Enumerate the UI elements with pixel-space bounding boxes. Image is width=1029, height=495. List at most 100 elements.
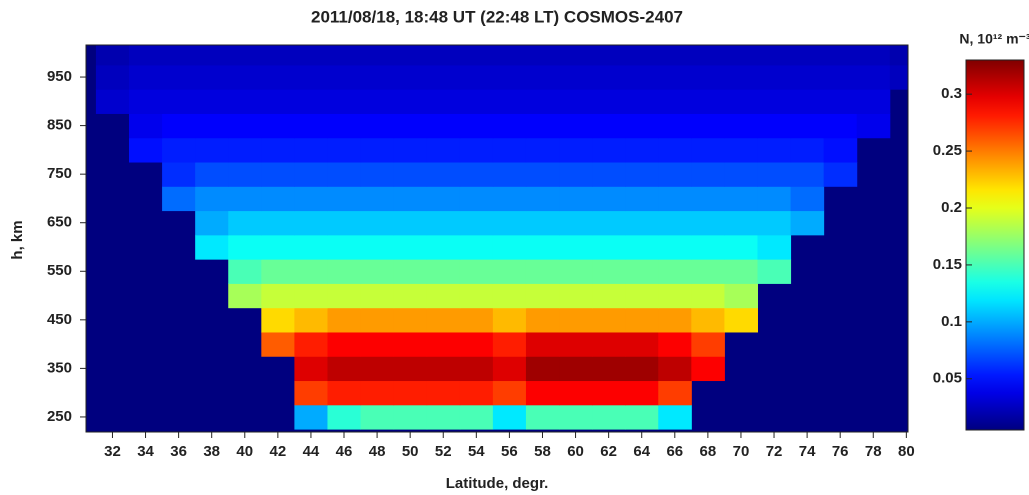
heat-cell: [658, 162, 692, 187]
heat-cell: [691, 210, 725, 236]
heat-cell: [757, 186, 792, 212]
heat-cell: [195, 64, 229, 90]
heat-cell: [327, 234, 362, 260]
heat-cell: [459, 64, 494, 90]
heat-cell: [360, 380, 395, 406]
heat-cell: [360, 45, 395, 66]
heat-cell: [525, 404, 560, 430]
heat-cell: [823, 45, 858, 66]
heat-cell: [294, 137, 328, 163]
heat-cell: [559, 64, 593, 90]
x-tick-label: 36: [170, 443, 187, 460]
heat-cell: [856, 45, 891, 66]
heat-cell: [559, 186, 593, 212]
heat-cell: [294, 234, 328, 260]
x-tick-label: 54: [468, 443, 485, 460]
heat-cell: [790, 162, 825, 187]
heat-cell: [426, 89, 461, 114]
heat-cell: [856, 113, 891, 139]
heat-cell: [327, 137, 362, 163]
colorbar-tick-label: 0.05: [933, 370, 962, 387]
heat-cell: [559, 380, 593, 406]
heat-cell: [95, 45, 130, 66]
x-tick-label: 40: [236, 443, 253, 460]
heat-cell: [757, 162, 792, 187]
heat-cell: [856, 89, 891, 114]
heat-cell: [790, 210, 825, 236]
colorbar-tick-label: 0.2: [941, 199, 962, 216]
colorbar-tick-label: 0.1: [941, 313, 962, 330]
heat-cell: [625, 113, 659, 139]
heat-cell: [856, 64, 891, 90]
heat-cell: [327, 307, 362, 333]
heat-cell: [757, 259, 792, 284]
x-tick-label: 56: [501, 443, 518, 460]
heat-cell: [294, 259, 328, 284]
heat-cell: [294, 356, 328, 382]
heat-cell: [757, 210, 792, 236]
colorbar-tick-label: 0.15: [933, 256, 962, 273]
heat-cell: [261, 234, 295, 260]
heat-cell: [658, 404, 692, 430]
heat-cell: [492, 162, 527, 187]
heat-cell: [625, 331, 659, 357]
heat-cell: [592, 210, 626, 236]
heat-cell: [525, 283, 560, 309]
heat-cell: [327, 45, 362, 66]
heat-cell: [393, 404, 428, 430]
x-tick-label: 72: [766, 443, 783, 460]
heat-cell: [492, 404, 527, 430]
heat-cell: [757, 113, 792, 139]
x-tick-label: 50: [402, 443, 419, 460]
x-tick-label: 58: [534, 443, 551, 460]
x-tick-label: 74: [799, 443, 816, 460]
y-tick-label: 650: [47, 214, 72, 231]
heat-cell: [426, 331, 461, 357]
heat-cell: [228, 113, 262, 139]
heat-cell: [658, 137, 692, 163]
heat-cell: [459, 137, 494, 163]
heat-cell: [559, 113, 593, 139]
heat-cell: [658, 210, 692, 236]
heat-cell: [889, 45, 908, 66]
heat-cell: [823, 64, 858, 90]
heat-cell: [525, 64, 560, 90]
heat-cell: [360, 64, 395, 90]
heat-cell: [492, 307, 527, 333]
x-tick-label: 70: [733, 443, 750, 460]
heat-cell: [691, 331, 725, 357]
heat-cell: [757, 64, 792, 90]
heat-cell: [261, 137, 295, 163]
heat-cell: [525, 137, 560, 163]
heat-cell: [592, 331, 626, 357]
heat-cell: [724, 186, 758, 212]
heat-cell: [261, 283, 295, 309]
heat-cell: [327, 283, 362, 309]
heat-cell: [625, 307, 659, 333]
heat-cell: [691, 162, 725, 187]
heat-cell: [492, 113, 527, 139]
heat-cell: [327, 259, 362, 284]
heat-cell: [592, 356, 626, 382]
x-tick-label: 38: [203, 443, 220, 460]
heat-cell: [393, 64, 428, 90]
heat-cell: [492, 210, 527, 236]
heat-cell: [823, 113, 858, 139]
heat-cell: [228, 162, 262, 187]
heat-cell: [294, 283, 328, 309]
y-tick-label: 550: [47, 262, 72, 279]
heat-cell: [592, 283, 626, 309]
heatmap-cells: [95, 45, 908, 430]
heat-cell: [459, 162, 494, 187]
heat-cell: [525, 307, 560, 333]
heat-cell: [525, 186, 560, 212]
heat-cell: [459, 356, 494, 382]
heat-cell: [658, 186, 692, 212]
heat-cell: [261, 89, 295, 114]
heat-cell: [95, 89, 130, 114]
heat-cell: [393, 210, 428, 236]
heat-cell: [459, 186, 494, 212]
heat-cell: [823, 137, 858, 163]
heat-cell: [393, 259, 428, 284]
